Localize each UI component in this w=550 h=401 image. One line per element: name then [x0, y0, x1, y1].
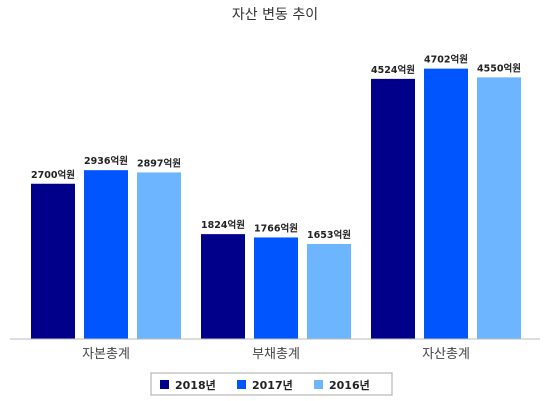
data-label-1-3: 2897억원 [137, 157, 181, 169]
data-label-3-2: 4702억원 [424, 54, 468, 66]
data-label-1-1: 2700억원 [31, 169, 75, 181]
data-label-1-2: 2936억원 [84, 155, 128, 167]
chart-title: 자산 변동 추이 [232, 7, 318, 23]
data-label-3-1: 4524억원 [371, 64, 415, 76]
bar-2-2 [254, 237, 298, 339]
legend-border [150, 372, 393, 396]
legend: 2018년 2017년 2016년 [150, 372, 393, 396]
category-label-2: 부채총계 [252, 347, 300, 362]
legend-swatch-3 [314, 380, 323, 389]
bar-2-3 [307, 243, 351, 339]
legend-label-1: 2018년 [175, 378, 216, 392]
data-label-2-2: 1766억원 [254, 222, 298, 234]
category-label-3: 자산총계 [422, 347, 470, 362]
legend-label-2: 2017년 [252, 378, 293, 392]
data-label-2-1: 1824억원 [201, 219, 245, 231]
bar-3-1 [371, 78, 415, 340]
bar-2-1 [201, 234, 245, 339]
category-label-1: 자본총계 [82, 347, 130, 362]
bar-1-3 [137, 172, 181, 339]
bar-1-2 [84, 170, 128, 339]
legend-swatch-2 [237, 380, 246, 389]
data-label-2-3: 1653억원 [307, 229, 351, 241]
bar-3-2 [424, 68, 468, 339]
bar-1-1 [31, 183, 75, 339]
legend-label-3: 2016년 [329, 378, 370, 392]
bars-group [31, 68, 521, 340]
data-labels-group: 2700억원 2936억원 2897억원 1824억원 1766억원 1653억원 4524… [31, 54, 521, 241]
data-label-3-3: 4550억원 [477, 62, 521, 74]
category-labels-group: 자본총계 부채총계 자산총계 [82, 347, 470, 362]
legend-swatch-1 [160, 380, 169, 389]
bar-3-3 [477, 77, 521, 339]
